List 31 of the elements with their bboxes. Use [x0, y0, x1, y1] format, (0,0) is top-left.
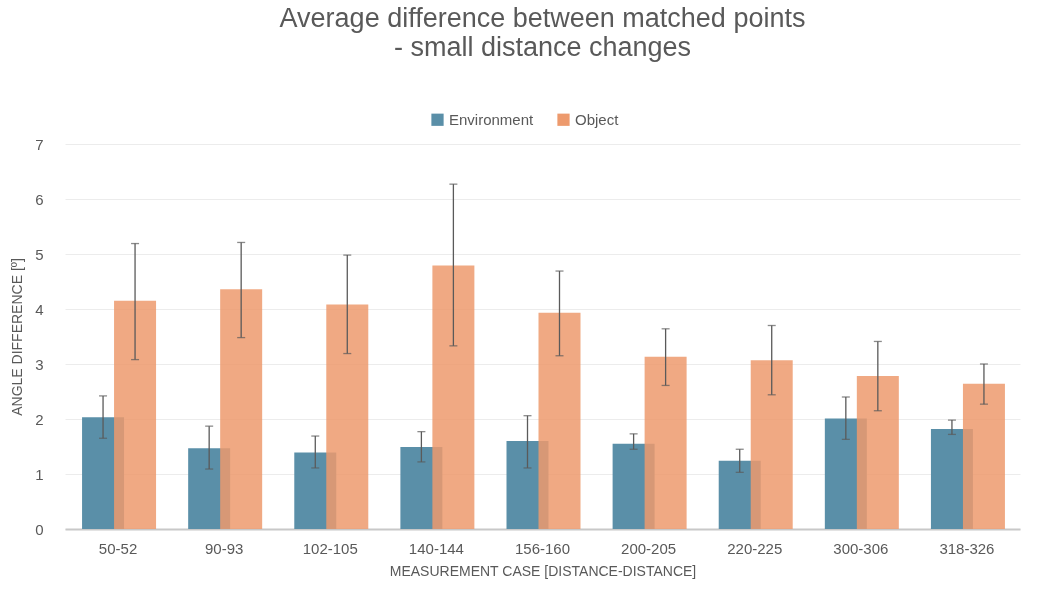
- x-tick-label: 102-105: [302, 539, 358, 557]
- bar: [538, 312, 581, 529]
- y-tick-label: 2: [35, 410, 44, 428]
- legend-label: Environment: [449, 110, 535, 128]
- chart-title: Average difference between matched points - small distance changes: [279, 3, 806, 62]
- y-tick-label: 6: [35, 190, 44, 208]
- x-tick-label: 200-205: [621, 539, 677, 557]
- bar: [856, 376, 899, 529]
- bar: [326, 304, 369, 529]
- x-tick-label: 50-52: [98, 539, 138, 557]
- y-tick-label: 5: [35, 245, 44, 263]
- x-axis-title: MEASUREMENT CASE [DISTANCE-DISTANCE]: [389, 562, 697, 579]
- y-tick-label: 1: [35, 465, 44, 483]
- x-tick-label: 300-306: [833, 539, 889, 557]
- y-tick-label: 4: [35, 300, 44, 318]
- x-tick-label: 90-93: [204, 539, 244, 557]
- y-tick-label: 0: [35, 520, 44, 538]
- bar: [962, 383, 1005, 529]
- y-tick-label: 3: [35, 355, 44, 373]
- x-tick-label: 140-144: [408, 539, 464, 557]
- x-tick-label: 318-326: [939, 539, 995, 557]
- bar: [432, 265, 475, 529]
- legend-label: Object: [575, 110, 620, 128]
- x-tick-label: 220-225: [727, 539, 783, 557]
- bar: [750, 360, 793, 529]
- bar: [644, 356, 687, 529]
- y-tick-label: 7: [35, 135, 44, 153]
- bar: [220, 289, 263, 529]
- y-axis-title: ANGLE DIFFERENCE [º]: [9, 258, 26, 416]
- bar: [114, 300, 157, 529]
- x-tick-label: 156-160: [514, 539, 571, 557]
